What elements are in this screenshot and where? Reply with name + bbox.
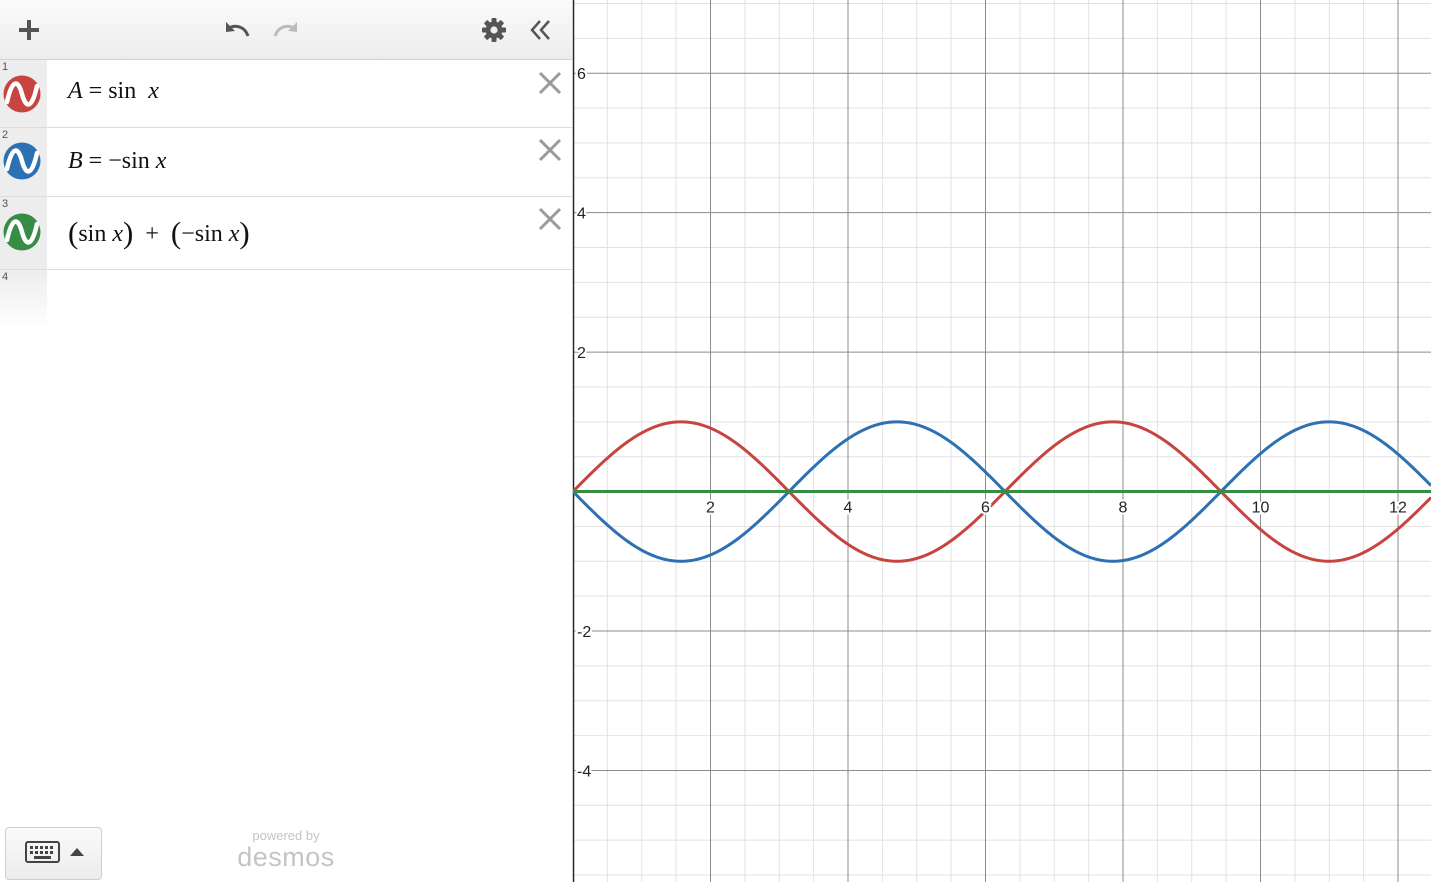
expression-list: 1 A = sin x 2	[0, 60, 572, 330]
math-lhs: B	[68, 148, 83, 174]
undo-icon	[226, 22, 250, 37]
x-tick-label: 8	[1119, 500, 1128, 517]
powered-by-desmos: powered by desmos	[236, 828, 336, 872]
desmos-logo: desmos	[237, 842, 335, 872]
expression-gutter: 1	[0, 60, 47, 127]
math-variable: x	[228, 221, 240, 247]
x-tick-label: 6	[981, 500, 990, 517]
expression-row[interactable]: 2 B = −sin x	[0, 128, 572, 197]
settings-button[interactable]	[476, 12, 512, 48]
major-gridlines	[573, 0, 1431, 882]
math-equals: =	[82, 148, 109, 174]
axes	[572, 0, 1431, 882]
expression-row[interactable]: 3 (sin x) + (−sin x)	[0, 197, 572, 270]
expression-index: 2	[2, 129, 9, 141]
toolbar	[0, 0, 572, 60]
expression-row[interactable]: 1 A = sin x	[0, 60, 572, 128]
double-chevron-left-icon	[530, 20, 550, 40]
math-plus: +	[145, 221, 159, 247]
expression-gutter: 3	[0, 197, 47, 269]
curve-series-1	[571, 420, 1431, 563]
math-function: sin	[194, 221, 223, 247]
y-tick-label: -2	[577, 624, 591, 641]
plus-icon	[19, 20, 39, 40]
math-function: sin	[108, 78, 137, 104]
close-icon	[538, 71, 562, 95]
x-tick-label: 4	[844, 500, 853, 517]
tick-labels: 2 4 6 8 10 12 6 4 2 -2 -4	[575, 64, 1409, 782]
undo-button[interactable]	[219, 12, 255, 48]
graph-toggle-swatch[interactable]	[3, 213, 41, 251]
redo-button[interactable]	[268, 12, 304, 48]
keyboard-toggle-button[interactable]	[5, 827, 102, 880]
x-tick-label: 10	[1252, 500, 1270, 517]
math-function: sin	[78, 221, 107, 247]
graph-toggle-swatch[interactable]	[3, 142, 41, 180]
delete-expression-button[interactable]	[536, 69, 564, 97]
math-negation: −	[181, 221, 195, 247]
math-variable: x	[112, 221, 123, 247]
expression-index: 3	[2, 198, 9, 210]
minor-gridlines	[573, 0, 1431, 882]
expression-panel: 1 A = sin x 2	[0, 0, 573, 882]
expression-gutter: 2	[0, 128, 47, 196]
math-input[interactable]: A = sin x	[68, 78, 159, 105]
close-icon	[538, 207, 562, 231]
y-tick-label: 6	[577, 66, 586, 83]
gear-icon	[482, 18, 506, 42]
graph-canvas[interactable]: 2 4 6 8 10 12 6 4 2 -2 -4	[571, 0, 1431, 882]
expression-index: 4	[2, 271, 9, 283]
x-tick-label: 2	[706, 500, 715, 517]
powered-by-text: powered by	[252, 828, 320, 843]
graph-toggle-swatch[interactable]	[3, 75, 41, 113]
expression-gutter: 4	[0, 270, 47, 330]
red-wave-icon	[3, 75, 41, 113]
curve-series-2	[571, 420, 1431, 563]
expression-index: 1	[2, 61, 9, 73]
blue-wave-icon	[3, 142, 41, 180]
green-wave-icon	[3, 213, 41, 251]
y-tick-label: 4	[577, 206, 586, 223]
keyboard-icon	[25, 841, 84, 863]
y-tick-label: 2	[577, 345, 586, 362]
math-equals: =	[82, 78, 109, 104]
math-function: sin	[121, 148, 150, 174]
close-icon	[538, 138, 562, 162]
math-input[interactable]: B = −sin x	[68, 148, 166, 175]
delete-expression-button[interactable]	[536, 136, 564, 164]
delete-expression-button[interactable]	[536, 205, 564, 233]
curves	[571, 420, 1431, 563]
math-input[interactable]: (sin x) + (−sin x)	[68, 215, 250, 250]
math-negation: −	[108, 148, 122, 174]
redo-icon	[273, 22, 297, 37]
math-lhs: A	[68, 78, 83, 104]
new-expression-row[interactable]: 4	[0, 270, 572, 330]
graph-svg[interactable]: 2 4 6 8 10 12 6 4 2 -2 -4	[571, 0, 1431, 882]
x-tick-label: 12	[1389, 500, 1407, 517]
math-variable: x	[155, 148, 167, 174]
add-item-button[interactable]	[11, 12, 47, 48]
y-tick-label: -4	[577, 763, 591, 780]
math-variable: x	[148, 78, 159, 104]
collapse-panel-button[interactable]	[523, 12, 559, 48]
